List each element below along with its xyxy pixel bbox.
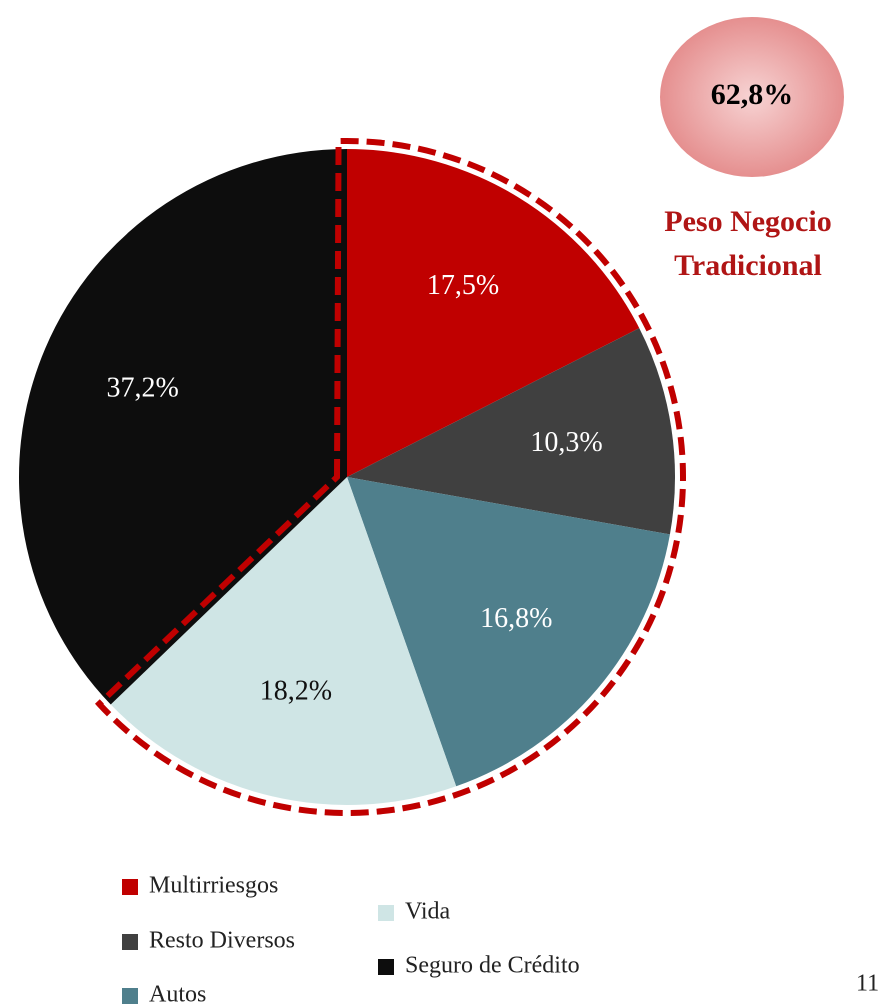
highlight-value: 62,8% <box>711 78 794 111</box>
data-label: 37,2% <box>107 373 179 404</box>
data-label: 17,5% <box>427 270 499 301</box>
highlight-text: Tradicional <box>674 249 822 282</box>
data-label: 16,8% <box>480 603 552 634</box>
legend-swatch <box>378 959 394 975</box>
pie-slice <box>110 477 457 805</box>
legend-swatch <box>378 905 394 921</box>
pie-slice <box>347 149 640 477</box>
legend-label: Seguro de Crédito <box>405 953 580 979</box>
highlight-text: Peso Negocio <box>664 205 831 238</box>
pie-slice <box>347 477 670 787</box>
pie-slice <box>18 149 347 705</box>
legend-swatch <box>122 879 138 895</box>
pie-slice <box>347 328 675 535</box>
legend-swatch <box>122 988 138 1004</box>
legend-label: Resto Diversos <box>149 928 295 954</box>
legend-label: Autos <box>149 982 206 1006</box>
data-label: 10,3% <box>530 427 602 458</box>
page-number: 11 <box>856 971 879 997</box>
legend-swatch <box>122 934 138 950</box>
legend-label: Multirriesgos <box>149 873 278 899</box>
data-label: 18,2% <box>260 675 332 706</box>
highlight-bubble <box>660 17 844 177</box>
legend-label: Vida <box>405 899 451 925</box>
